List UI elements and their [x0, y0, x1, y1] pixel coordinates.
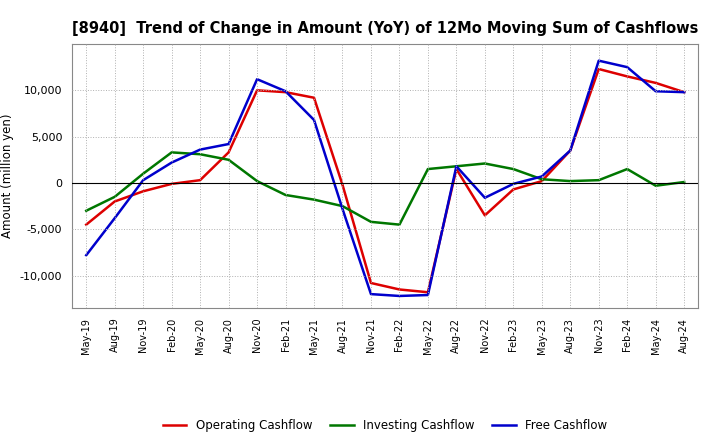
Operating Cashflow: [423, 290, 432, 295]
Line: Free Cashflow: Free Cashflow: [86, 61, 684, 296]
Operating Cashflow: [110, 199, 119, 204]
Line: Investing Cashflow: Investing Cashflow: [86, 152, 684, 225]
Legend: Operating Cashflow, Investing Cashflow, Free Cashflow: Operating Cashflow, Investing Cashflow, …: [158, 414, 612, 436]
Line: Operating Cashflow: Operating Cashflow: [86, 69, 684, 292]
Investing Cashflow: [310, 197, 318, 202]
Operating Cashflow: [395, 287, 404, 292]
Operating Cashflow: [566, 148, 575, 153]
Free Cashflow: [110, 216, 119, 221]
Operating Cashflow: [310, 95, 318, 100]
Investing Cashflow: [139, 171, 148, 176]
Free Cashflow: [566, 148, 575, 153]
Operating Cashflow: [652, 80, 660, 85]
Free Cashflow: [595, 58, 603, 63]
Free Cashflow: [366, 291, 375, 297]
Investing Cashflow: [537, 176, 546, 182]
Free Cashflow: [310, 117, 318, 123]
Free Cashflow: [282, 88, 290, 94]
Operating Cashflow: [338, 182, 347, 187]
Investing Cashflow: [253, 179, 261, 184]
Free Cashflow: [537, 174, 546, 179]
Investing Cashflow: [680, 180, 688, 185]
Operating Cashflow: [537, 179, 546, 184]
Free Cashflow: [338, 206, 347, 212]
Free Cashflow: [652, 88, 660, 94]
Operating Cashflow: [509, 187, 518, 192]
Free Cashflow: [395, 293, 404, 299]
Free Cashflow: [225, 141, 233, 147]
Investing Cashflow: [82, 208, 91, 213]
Investing Cashflow: [509, 166, 518, 172]
Investing Cashflow: [366, 219, 375, 224]
Investing Cashflow: [110, 194, 119, 199]
Operating Cashflow: [680, 89, 688, 95]
Y-axis label: Amount (million yen): Amount (million yen): [1, 114, 14, 238]
Investing Cashflow: [480, 161, 489, 166]
Free Cashflow: [509, 181, 518, 187]
Title: [8940]  Trend of Change in Amount (YoY) of 12Mo Moving Sum of Cashflows: [8940] Trend of Change in Amount (YoY) o…: [72, 21, 698, 36]
Operating Cashflow: [623, 74, 631, 79]
Operating Cashflow: [480, 213, 489, 218]
Investing Cashflow: [225, 157, 233, 162]
Investing Cashflow: [623, 166, 631, 172]
Investing Cashflow: [196, 152, 204, 157]
Operating Cashflow: [196, 177, 204, 183]
Operating Cashflow: [167, 181, 176, 187]
Investing Cashflow: [282, 192, 290, 198]
Free Cashflow: [623, 65, 631, 70]
Free Cashflow: [167, 160, 176, 165]
Operating Cashflow: [253, 88, 261, 93]
Operating Cashflow: [595, 66, 603, 72]
Investing Cashflow: [395, 222, 404, 227]
Free Cashflow: [452, 164, 461, 169]
Free Cashflow: [423, 293, 432, 298]
Free Cashflow: [253, 77, 261, 82]
Investing Cashflow: [566, 179, 575, 184]
Free Cashflow: [196, 147, 204, 152]
Investing Cashflow: [338, 203, 347, 209]
Free Cashflow: [139, 177, 148, 183]
Investing Cashflow: [652, 183, 660, 188]
Operating Cashflow: [366, 280, 375, 286]
Investing Cashflow: [452, 164, 461, 169]
Investing Cashflow: [167, 150, 176, 155]
Investing Cashflow: [595, 177, 603, 183]
Operating Cashflow: [82, 222, 91, 227]
Free Cashflow: [480, 195, 489, 200]
Operating Cashflow: [282, 89, 290, 95]
Operating Cashflow: [139, 189, 148, 194]
Operating Cashflow: [225, 150, 233, 155]
Investing Cashflow: [423, 166, 432, 172]
Free Cashflow: [82, 253, 91, 258]
Operating Cashflow: [452, 166, 461, 172]
Free Cashflow: [680, 89, 688, 95]
